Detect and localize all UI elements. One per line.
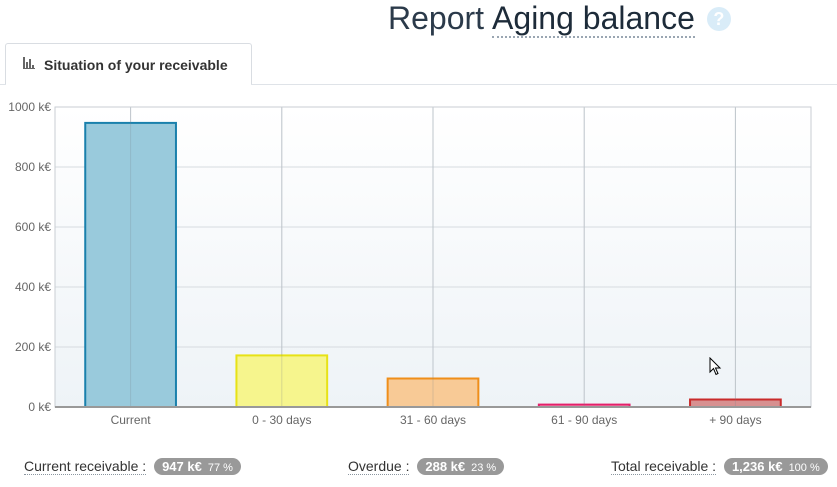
- current-receivable-badge: 947 k€ 77 %: [154, 458, 241, 475]
- tab-bar-divider: [0, 84, 837, 85]
- y-tick-label: 400 k€: [15, 280, 51, 294]
- bar-0: [84, 121, 177, 409]
- overdue-pct: 23 %: [471, 462, 497, 474]
- y-tick-label: 600 k€: [15, 220, 51, 234]
- x-tick-label: 31 - 60 days: [400, 413, 466, 427]
- total-receivable-label[interactable]: Total receivable :: [611, 458, 717, 475]
- aging-balance-chart: 0 k€ 200 k€ 400 k€ 600 k€ 800 k€ 1000 k€ Curre…: [8, 100, 812, 427]
- tab-label: Situation of your receivable: [44, 57, 228, 73]
- mouse-cursor-icon: [709, 357, 722, 376]
- page-title: Report Aging balance?: [388, 0, 731, 40]
- overdue-label[interactable]: Overdue :: [348, 458, 410, 475]
- x-tick-label: Current: [111, 413, 152, 427]
- y-tick-label: 0 k€: [28, 400, 51, 414]
- overdue-badge: 288 k€ 23 %: [417, 458, 505, 475]
- bar-chart-icon: [23, 57, 35, 69]
- total-receivable-badge: 1,236 k€ 100 %: [723, 458, 828, 475]
- total-receivable-summary: Total receivable : 1,236 k€ 100 %: [611, 458, 828, 475]
- overdue-value: 288 k€: [425, 459, 466, 474]
- y-tick-label: 800 k€: [15, 160, 51, 174]
- help-icon[interactable]: ?: [706, 7, 731, 31]
- tab-situation-receivable[interactable]: Situation of your receivable: [5, 43, 252, 84]
- summary-footer: Current receivable : 947 k€ 77 % Overdue …: [0, 458, 837, 478]
- overdue-summary: Overdue : 288 k€ 23 %: [348, 458, 505, 475]
- tab-cover: [6, 83, 251, 86]
- x-tick-label: 0 - 30 days: [252, 413, 311, 427]
- y-tick-label: 200 k€: [15, 340, 51, 354]
- current-receivable-label[interactable]: Current receivable :: [24, 458, 147, 475]
- title-prefix: Report: [388, 0, 485, 36]
- title-main[interactable]: Aging balance: [492, 0, 695, 38]
- current-receivable-value: 947 k€: [162, 459, 202, 474]
- bar-2: [386, 377, 480, 408]
- current-receivable-summary: Current receivable : 947 k€ 77 %: [24, 458, 241, 475]
- total-receivable-pct: 100 %: [788, 462, 820, 474]
- x-tick-label: 61 - 90 days: [551, 413, 617, 427]
- current-receivable-pct: 77 %: [207, 462, 233, 474]
- total-receivable-value: 1,236 k€: [731, 459, 783, 474]
- y-tick-label: 1000 k€: [8, 100, 51, 114]
- x-tick-label: + 90 days: [709, 413, 761, 427]
